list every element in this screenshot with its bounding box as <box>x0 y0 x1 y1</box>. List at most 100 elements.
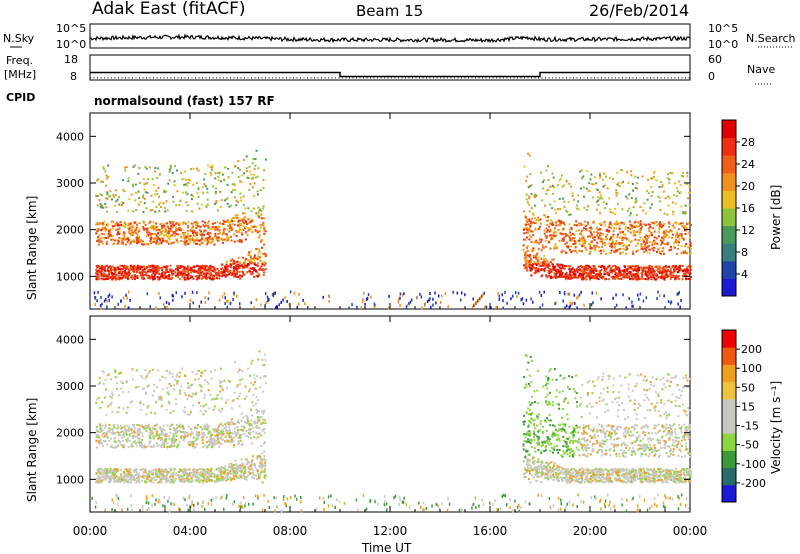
echo-cell <box>579 170 582 173</box>
echo-cell <box>107 232 110 235</box>
echo-cell <box>548 261 551 264</box>
echo-cell <box>185 201 188 204</box>
noise-right-label: N.Search <box>746 32 796 45</box>
echo-cell <box>231 183 234 186</box>
echo-cell <box>235 261 238 264</box>
echo-cell <box>225 237 228 240</box>
echo-cell <box>185 209 188 212</box>
echo-cell <box>546 165 549 168</box>
echo-cell <box>525 231 528 234</box>
echo-cell <box>637 270 639 273</box>
echo-cell <box>234 472 237 475</box>
echo-cell <box>170 473 173 476</box>
echo-cell <box>263 260 266 263</box>
echo-cell <box>555 268 558 271</box>
echo-cell <box>247 229 250 232</box>
echo-cell <box>179 200 182 203</box>
echo-cell <box>196 369 199 372</box>
echo-cell <box>133 267 136 270</box>
echo-cell <box>598 265 600 268</box>
echo-cell <box>240 471 243 474</box>
echo-cell <box>127 177 130 180</box>
echo-cell <box>128 198 131 201</box>
echo-cell <box>527 249 529 252</box>
echo-cell <box>548 230 551 233</box>
echo-cell <box>219 190 222 193</box>
echo-cell <box>165 409 168 411</box>
echo-cell <box>307 306 309 309</box>
echo-cell <box>526 259 529 262</box>
echo-cell <box>258 250 261 252</box>
echo-cell <box>533 261 536 263</box>
echo-cell <box>552 231 555 234</box>
echo-cell <box>648 267 651 270</box>
echo-cell <box>591 196 594 199</box>
echo-cell <box>262 207 265 210</box>
echo-cell <box>115 221 118 224</box>
echo-cell <box>589 278 591 281</box>
echo-cell <box>98 240 101 243</box>
echo-cell <box>643 202 646 205</box>
echo-cell <box>130 229 133 232</box>
echo-cell <box>679 191 682 194</box>
echo-cell <box>685 242 688 245</box>
echo-cell <box>593 236 596 239</box>
echo-cell <box>125 274 128 277</box>
echo-cell <box>259 267 262 270</box>
echo-cell <box>256 455 259 458</box>
echo-cell <box>217 426 220 429</box>
echo-cell <box>242 217 245 220</box>
echo-cell <box>116 233 119 236</box>
echo-cell <box>156 265 159 268</box>
echo-cell <box>194 474 197 477</box>
echo-cell <box>609 238 611 241</box>
echo-cell <box>112 227 115 230</box>
echo-cell <box>185 236 188 239</box>
echo-cell <box>212 397 215 400</box>
echo-cell <box>543 270 546 273</box>
echo-cell <box>252 158 255 160</box>
echo-cell <box>139 274 142 277</box>
echo-cell <box>658 186 661 188</box>
echo-cell <box>222 271 225 274</box>
echo-cell <box>646 250 648 253</box>
echo-cell <box>615 223 618 226</box>
echo-cell <box>161 237 164 240</box>
echo-cell <box>238 422 241 425</box>
echo-cell <box>122 476 125 479</box>
echo-cell <box>142 275 145 278</box>
echo-cell <box>644 278 647 281</box>
echo-cell <box>232 298 234 302</box>
echo-cell <box>109 233 112 236</box>
colorbar-tick-label: 24 <box>741 158 755 171</box>
echo-cell <box>249 270 252 273</box>
echo-cell <box>166 209 169 212</box>
echo-cell <box>161 388 164 391</box>
echo-cell <box>569 271 572 274</box>
echo-cell <box>167 182 170 185</box>
echo-cell <box>244 227 247 230</box>
echo-cell <box>609 222 612 225</box>
echo-cell <box>634 175 637 178</box>
echo-cell <box>603 184 606 187</box>
echo-cell <box>374 304 377 307</box>
echo-cell <box>684 233 687 235</box>
echo-cell <box>124 271 127 274</box>
echo-cell <box>225 387 228 390</box>
echo-cell <box>101 266 103 269</box>
echo-cell <box>530 258 533 261</box>
echo-cell <box>626 244 629 247</box>
echo-cell <box>262 205 265 208</box>
echo-cell <box>221 476 224 478</box>
echo-cell <box>653 278 656 281</box>
echo-cell <box>565 241 568 244</box>
echo-cell <box>248 251 250 254</box>
echo-cell <box>165 369 168 372</box>
echo-cell <box>166 265 169 268</box>
echo-cell <box>259 472 262 475</box>
echo-cell <box>262 186 265 189</box>
echo-cell <box>172 298 174 302</box>
echo-cell <box>650 265 653 268</box>
echo-cell <box>97 178 100 181</box>
